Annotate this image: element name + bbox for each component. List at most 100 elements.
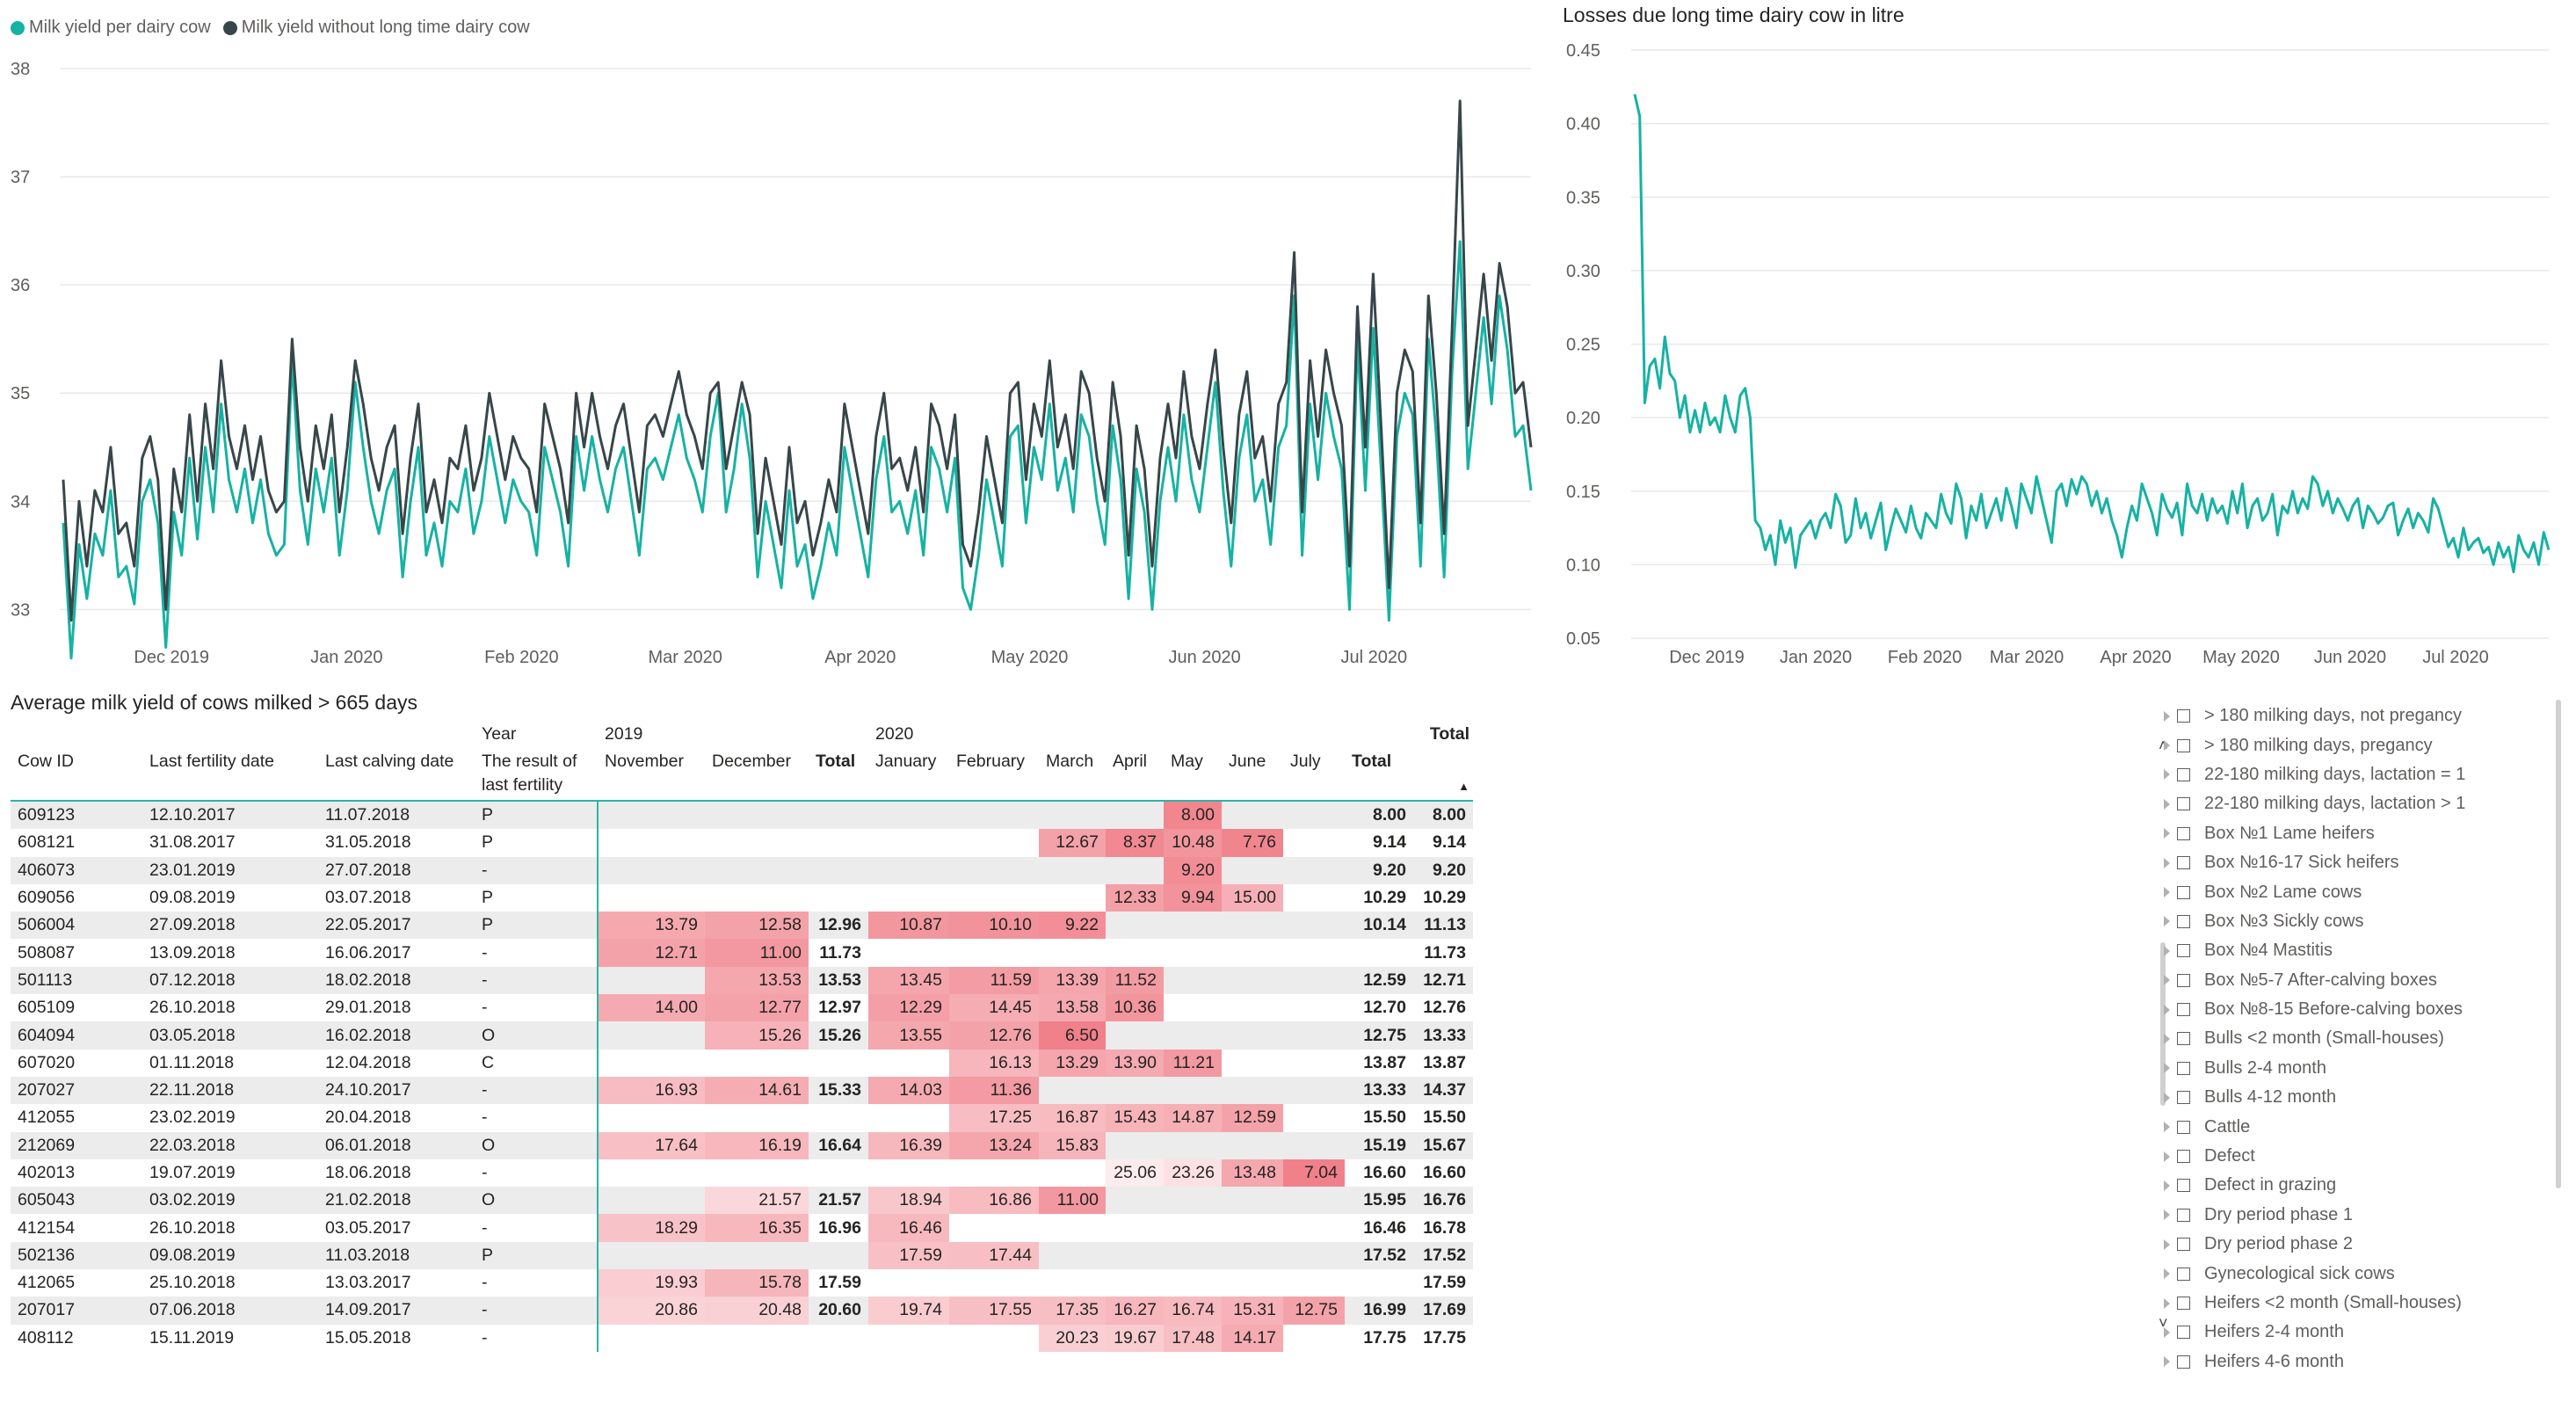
expand-caret-icon[interactable]: [2164, 710, 2170, 722]
slicer-item[interactable]: Box №3 Sickly cows: [2164, 907, 2568, 936]
checkbox-icon[interactable]: [2177, 1355, 2190, 1369]
expand-caret-icon[interactable]: [2164, 828, 2170, 839]
expand-caret-icon[interactable]: [2164, 1209, 2170, 1221]
checkbox-icon[interactable]: [2177, 1120, 2190, 1134]
checkbox-icon[interactable]: [2177, 767, 2190, 781]
checkbox-icon[interactable]: [2177, 797, 2190, 811]
slicer-item[interactable]: 22-180 milking days, lactation > 1: [2164, 789, 2568, 818]
slicer-item[interactable]: Defect: [2164, 1142, 2568, 1171]
col-header-march[interactable]: March: [1046, 752, 1094, 771]
slicer-item[interactable]: 22-180 milking days, lactation = 1: [2164, 760, 2568, 789]
table-row[interactable]: 508087 13.09.2018 16.06.2017-12.71 11.00 11.…: [11, 939, 1473, 967]
expand-caret-icon[interactable]: [2164, 916, 2170, 927]
table-row[interactable]: 502136 09.08.2019 11.03.2018 P 17.59 17.44 17.…: [11, 1241, 1473, 1270]
col-header-cow-id[interactable]: Cow ID: [18, 752, 74, 771]
checkbox-icon[interactable]: [2177, 1267, 2190, 1281]
expand-caret-icon[interactable]: [2164, 975, 2170, 986]
expand-caret-icon[interactable]: [2164, 945, 2170, 956]
series-line-2[interactable]: [62, 99, 1533, 622]
slicer-item[interactable]: Bulls 4-12 month: [2164, 1083, 2568, 1112]
checkbox-icon[interactable]: [2177, 885, 2190, 899]
slicer-item[interactable]: Box №8-15 Before-calving boxes: [2164, 995, 2568, 1024]
expand-caret-icon[interactable]: [2164, 1033, 2170, 1044]
slicer-scrollbar[interactable]: [2556, 700, 2561, 1188]
year-2020-header[interactable]: 2020: [875, 724, 914, 744]
milk-yield-matrix[interactable]: Year 2019 2020 Total Cow ID Last fertili…: [11, 721, 1496, 1371]
table-row[interactable]: 506004 27.09.2018 22.05.2017 P 13.79 12.58 12.…: [11, 912, 1473, 940]
col-header-may[interactable]: May: [1171, 752, 1203, 771]
slicer-item[interactable]: > 180 milking days, pregancy: [2164, 730, 2568, 759]
col-header-december[interactable]: December: [712, 752, 791, 771]
slicer-item[interactable]: Box №5-7 After-calving boxes: [2164, 966, 2568, 995]
col-header-june[interactable]: June: [1229, 752, 1266, 771]
checkbox-icon[interactable]: [2177, 1091, 2190, 1105]
slicer-item[interactable]: Bulls 2-4 month: [2164, 1054, 2568, 1083]
slicer-item[interactable]: > 180 milking days, not pregancy: [2164, 701, 2568, 730]
slicer-item[interactable]: Box №16-17 Sick heifers: [2164, 848, 2568, 877]
col-header-january[interactable]: January: [875, 752, 937, 771]
checkbox-icon[interactable]: [2177, 1032, 2190, 1046]
table-row[interactable]: 207027 22.11.2018 24.10.2017-16.93 14.61 15.…: [11, 1076, 1473, 1105]
col-header-last-calving-date[interactable]: Last calving date: [325, 752, 454, 771]
chevron-up-icon[interactable]: ˄: [2159, 737, 2168, 754]
checkbox-icon[interactable]: [2177, 914, 2190, 928]
slicer-item[interactable]: Box №1 Lame heifers: [2164, 819, 2568, 848]
sort-ascending-icon[interactable]: ▲: [1458, 780, 1469, 793]
col-header-july[interactable]: July: [1290, 752, 1321, 771]
group-slicer[interactable]: > 180 milking days, not pregancy > 180 mi…: [2164, 701, 2568, 1377]
expand-caret-icon[interactable]: [2164, 1004, 2170, 1015]
table-row[interactable]: 412154 26.10.2018 03.05.2017-18.29 16.35 16.…: [11, 1214, 1473, 1242]
expand-caret-icon[interactable]: [2164, 740, 2170, 752]
table-row[interactable]: 212069 22.03.2018 06.01.2018 O 17.64 16.19 16.…: [11, 1131, 1473, 1159]
expand-caret-icon[interactable]: [2164, 1268, 2170, 1280]
expand-caret-icon[interactable]: [2164, 1356, 2170, 1368]
slicer-item[interactable]: Cattle: [2164, 1112, 2568, 1141]
checkbox-icon[interactable]: [2177, 1179, 2190, 1193]
checkbox-icon[interactable]: [2177, 856, 2190, 870]
table-row[interactable]: 605043 03.02.2019 21.02.2018 O 21.57 21.57 18.…: [11, 1187, 1473, 1215]
checkbox-icon[interactable]: [2177, 1150, 2190, 1164]
expand-caret-icon[interactable]: [2164, 1297, 2170, 1309]
milk-yield-line-chart[interactable]: 38 37 36 35 34 33 Dec 2019 Jan 2020 Feb 2020 Mar …: [0, 0, 1547, 677]
legend-item-milk-yield[interactable]: Milk yield per dairy cow: [11, 18, 211, 38]
grand-total-header[interactable]: Total: [1429, 724, 1469, 744]
col-header-last-fertility-date[interactable]: Last fertility date: [149, 752, 274, 771]
checkbox-icon[interactable]: [2177, 709, 2190, 723]
expand-caret-icon[interactable]: [2164, 887, 2170, 898]
expand-caret-icon[interactable]: [2164, 857, 2170, 868]
expand-caret-icon[interactable]: [2164, 798, 2170, 810]
legend-item-milk-yield-without-long-time[interactable]: Milk yield without long time dairy cow: [222, 18, 530, 38]
expand-caret-icon[interactable]: [2164, 1180, 2170, 1191]
expand-caret-icon[interactable]: [2164, 769, 2170, 781]
checkbox-icon[interactable]: [2177, 1208, 2190, 1222]
table-row[interactable]: 604094 03.05.2018 16.02.2018 O 15.26 15.26 13.…: [11, 1021, 1473, 1050]
table-row[interactable]: 402013 19.07.2019 18.06.2018- 25.06 23.26 13.…: [11, 1159, 1473, 1188]
checkbox-icon[interactable]: [2177, 738, 2190, 752]
slicer-item[interactable]: Dry period phase 1: [2164, 1201, 2568, 1230]
col-header-total-2020[interactable]: Total: [1352, 752, 1392, 771]
expand-caret-icon[interactable]: [2164, 1063, 2170, 1074]
table-row[interactable]: 406073 23.01.2019 27.07.2018-9.20 9.20 9.20: [11, 856, 1473, 884]
expand-caret-icon[interactable]: [2164, 1239, 2170, 1250]
expand-caret-icon[interactable]: [2164, 1092, 2170, 1103]
slicer-item[interactable]: Dry period phase 2: [2164, 1230, 2568, 1259]
checkbox-icon[interactable]: [2177, 1326, 2190, 1340]
slicer-item[interactable]: Heifers <2 month (Small-houses): [2164, 1289, 2568, 1318]
table-row[interactable]: 607020 01.11.2018 12.04.2018 C 16.13 13.29 13.…: [11, 1049, 1473, 1077]
checkbox-icon[interactable]: [2177, 1003, 2190, 1017]
checkbox-icon[interactable]: [2177, 826, 2190, 840]
checkbox-icon[interactable]: [2177, 944, 2190, 958]
table-row[interactable]: 412055 23.02.2019 20.04.2018-17.25 16.87 15.…: [11, 1104, 1473, 1132]
table-row[interactable]: 608121 31.08.2017 31.05.2018 P 12.67 8.37 10.4…: [11, 829, 1473, 857]
slicer-scroll-thumb[interactable]: [2160, 942, 2166, 1106]
checkbox-icon[interactable]: [2177, 1061, 2190, 1075]
checkbox-icon[interactable]: [2177, 1297, 2190, 1310]
expand-caret-icon[interactable]: [2164, 1151, 2170, 1162]
checkbox-icon[interactable]: [2177, 1238, 2190, 1252]
slicer-item[interactable]: Defect in grazing: [2164, 1171, 2568, 1200]
table-row[interactable]: 412065 25.10.2018 13.03.2017-19.93 15.78 17.…: [11, 1269, 1473, 1297]
table-row[interactable]: 605109 26.10.2018 29.01.2018-14.00 12.77 12.…: [11, 994, 1473, 1022]
col-header-february[interactable]: February: [956, 752, 1026, 771]
checkbox-icon[interactable]: [2177, 973, 2190, 987]
slicer-item[interactable]: Box №4 Mastitis: [2164, 936, 2568, 965]
